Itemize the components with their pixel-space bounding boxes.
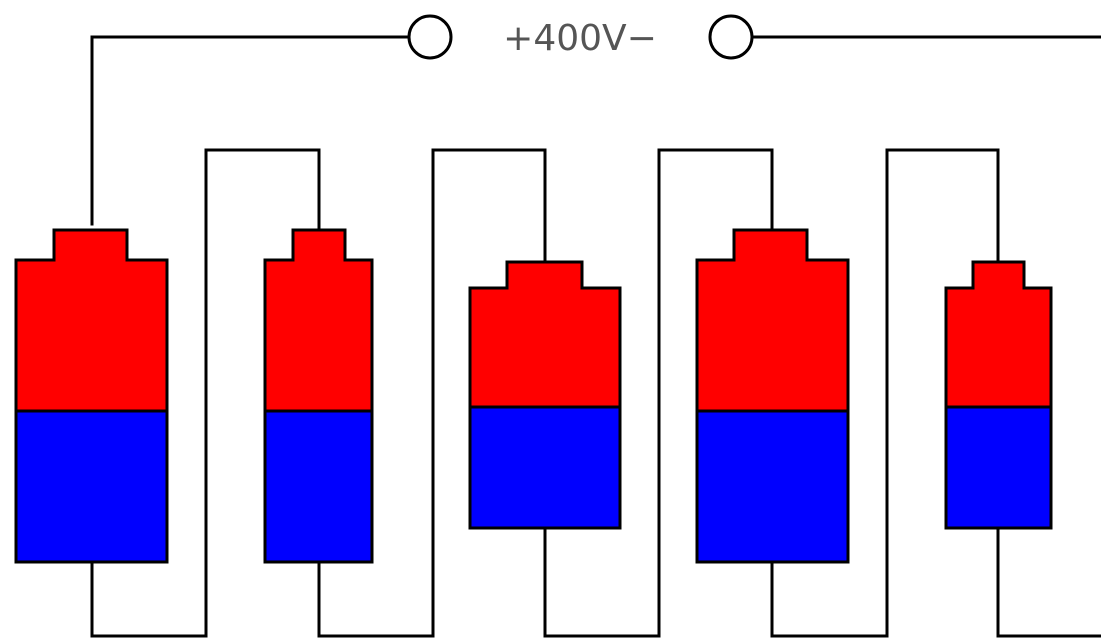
wire-bottom-link-3: [543, 526, 661, 638]
battery-4-positive-half: [695, 228, 850, 413]
battery-4-negative-half: [695, 409, 850, 564]
positive-terminal[interactable]: [407, 14, 453, 60]
voltage-label: +400V−: [503, 18, 657, 59]
battery-3: [468, 260, 622, 530]
battery-2-negative-half: [263, 409, 374, 564]
wire-top-link-4: [885, 148, 1000, 638]
battery-3-positive-half: [468, 260, 622, 409]
battery-1: [14, 228, 169, 564]
battery-5-negative-half: [944, 405, 1053, 530]
wire-bottom-link-1: [90, 560, 208, 638]
battery-1-positive-half: [14, 228, 169, 413]
negative-terminal[interactable]: [708, 14, 754, 60]
wire-bottom-link-4: [770, 560, 889, 638]
battery-5: [944, 260, 1053, 530]
battery-2-positive-half: [263, 228, 374, 413]
wire-top-link-1: [204, 148, 321, 638]
wire-positive-supply: [90, 35, 411, 226]
wire-bottom-link-5: [996, 526, 1101, 638]
wire-bottom-link-2: [317, 560, 435, 638]
battery-4: [695, 228, 850, 564]
wire-top-link-2: [431, 148, 547, 638]
wire-top-link-3: [657, 148, 774, 638]
battery-2: [263, 228, 374, 564]
battery-1-negative-half: [14, 409, 169, 564]
battery-3-negative-half: [468, 405, 622, 530]
battery-5-positive-half: [944, 260, 1053, 409]
